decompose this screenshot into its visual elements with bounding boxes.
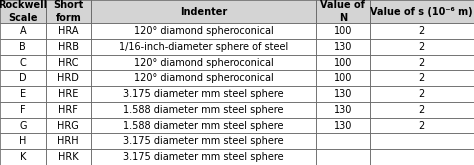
Bar [0, 55, 46, 70]
Text: 130: 130 [334, 42, 352, 52]
Bar [91, 86, 316, 102]
Text: 3.175 diameter mm steel sphere: 3.175 diameter mm steel sphere [123, 152, 284, 162]
Text: Value of
N: Value of N [320, 0, 365, 23]
Bar [46, 86, 91, 102]
Text: 2: 2 [419, 42, 425, 52]
Text: C: C [19, 58, 26, 67]
Text: 130: 130 [334, 89, 352, 99]
Bar [0, 0, 46, 23]
Bar [316, 133, 370, 149]
Bar [370, 133, 474, 149]
Text: 120° diamond spheroconical: 120° diamond spheroconical [134, 58, 273, 67]
Text: Indenter: Indenter [180, 7, 227, 16]
Text: F: F [20, 105, 26, 115]
Bar [370, 55, 474, 70]
Bar [91, 39, 316, 55]
Bar [370, 39, 474, 55]
Bar [91, 133, 316, 149]
Bar [91, 149, 316, 165]
Text: HRG: HRG [57, 121, 79, 131]
Bar [46, 0, 91, 23]
Bar [46, 23, 91, 39]
Bar [0, 39, 46, 55]
Bar [316, 70, 370, 86]
Text: 2: 2 [419, 58, 425, 67]
Bar [316, 118, 370, 133]
Bar [0, 23, 46, 39]
Text: Value of s (10⁻⁶ m): Value of s (10⁻⁶ m) [371, 7, 473, 16]
Bar [0, 70, 46, 86]
Bar [316, 55, 370, 70]
Bar [46, 133, 91, 149]
Bar [46, 55, 91, 70]
Bar [0, 118, 46, 133]
Text: 120° diamond spheroconical: 120° diamond spheroconical [134, 26, 273, 36]
Bar [91, 102, 316, 118]
Text: HRA: HRA [58, 26, 79, 36]
Text: 130: 130 [334, 105, 352, 115]
Text: 1/16-inch-diameter sphere of steel: 1/16-inch-diameter sphere of steel [119, 42, 288, 52]
Text: HRD: HRD [57, 73, 79, 83]
Bar [91, 118, 316, 133]
Text: 100: 100 [334, 26, 352, 36]
Text: HRH: HRH [57, 136, 79, 146]
Text: 3.175 diameter mm steel sphere: 3.175 diameter mm steel sphere [123, 89, 284, 99]
Text: G: G [19, 121, 27, 131]
Text: HRE: HRE [58, 89, 79, 99]
Text: Rockwell
Scale: Rockwell Scale [0, 0, 47, 23]
Text: Short
form: Short form [53, 0, 83, 23]
Bar [316, 0, 370, 23]
Bar [370, 23, 474, 39]
Bar [370, 0, 474, 23]
Text: A: A [19, 26, 26, 36]
Text: 100: 100 [334, 58, 352, 67]
Text: K: K [19, 152, 26, 162]
Bar [316, 102, 370, 118]
Bar [91, 70, 316, 86]
Bar [370, 86, 474, 102]
Text: 130: 130 [334, 121, 352, 131]
Text: HRC: HRC [58, 58, 79, 67]
Bar [0, 133, 46, 149]
Text: 3.175 diameter mm steel sphere: 3.175 diameter mm steel sphere [123, 136, 284, 146]
Bar [46, 39, 91, 55]
Bar [316, 149, 370, 165]
Bar [46, 149, 91, 165]
Text: 100: 100 [334, 73, 352, 83]
Bar [370, 102, 474, 118]
Bar [46, 102, 91, 118]
Text: 1.588 diameter mm steel sphere: 1.588 diameter mm steel sphere [123, 105, 284, 115]
Bar [91, 0, 316, 23]
Bar [91, 55, 316, 70]
Bar [0, 149, 46, 165]
Bar [0, 86, 46, 102]
Text: D: D [19, 73, 27, 83]
Bar [370, 149, 474, 165]
Bar [370, 118, 474, 133]
Text: 1.588 diameter mm steel sphere: 1.588 diameter mm steel sphere [123, 121, 284, 131]
Bar [46, 118, 91, 133]
Bar [91, 23, 316, 39]
Text: H: H [19, 136, 27, 146]
Text: B: B [19, 42, 26, 52]
Text: 2: 2 [419, 26, 425, 36]
Text: E: E [20, 89, 26, 99]
Bar [316, 86, 370, 102]
Bar [316, 23, 370, 39]
Text: 2: 2 [419, 105, 425, 115]
Bar [370, 70, 474, 86]
Text: HRB: HRB [58, 42, 79, 52]
Text: 120° diamond spheroconical: 120° diamond spheroconical [134, 73, 273, 83]
Bar [316, 39, 370, 55]
Text: 2: 2 [419, 89, 425, 99]
Bar [0, 102, 46, 118]
Text: HRK: HRK [58, 152, 79, 162]
Text: HRF: HRF [58, 105, 78, 115]
Bar [46, 70, 91, 86]
Text: 2: 2 [419, 121, 425, 131]
Text: 2: 2 [419, 73, 425, 83]
